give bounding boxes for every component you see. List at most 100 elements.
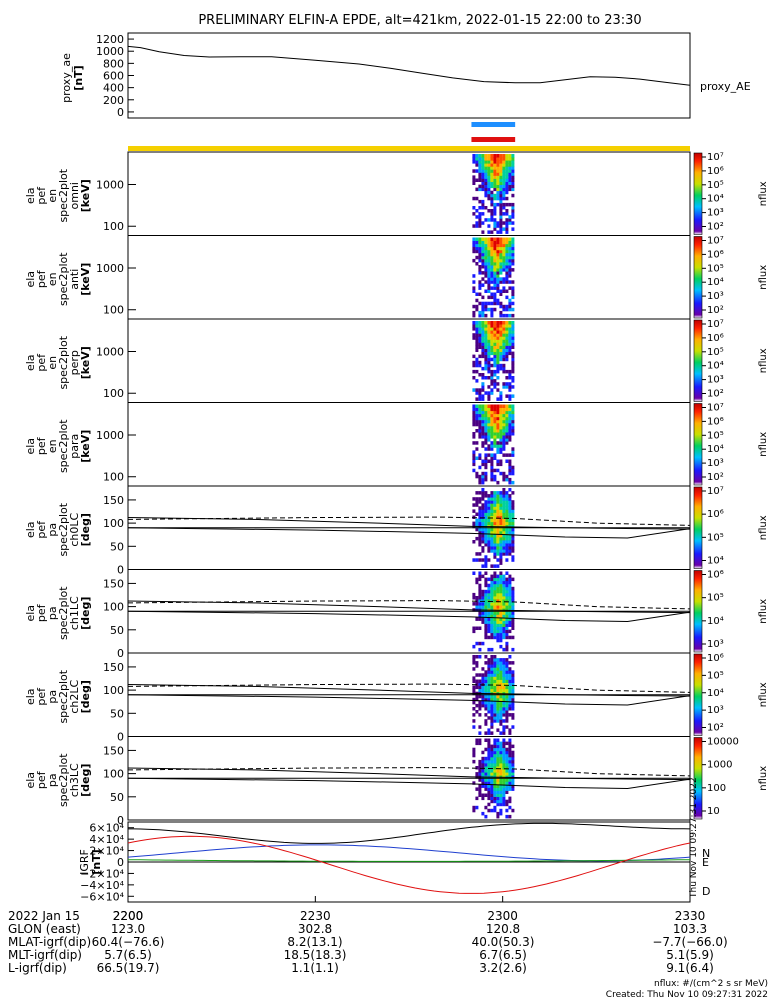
spectrogram-cell xyxy=(478,673,482,677)
spectrogram-cell xyxy=(481,685,485,690)
spectrogram-cell xyxy=(502,441,506,445)
spectrogram-cell xyxy=(493,688,497,693)
spectrogram-cell xyxy=(502,286,506,290)
spectrogram-cell xyxy=(481,419,485,424)
spectrogram-cell xyxy=(502,700,506,705)
spectrogram-cell xyxy=(478,432,482,436)
spectrogram-cell xyxy=(499,676,503,680)
spectrogram-cell xyxy=(496,491,500,495)
spectrogram-cell xyxy=(502,540,506,544)
spectrogram-cell xyxy=(484,206,488,210)
spectrogram-cell xyxy=(508,583,512,588)
spectrogram-cell xyxy=(493,599,497,603)
spectrogram-cell xyxy=(475,552,479,556)
spectrogram-cell xyxy=(493,345,497,349)
spectrogram-cell xyxy=(502,382,506,386)
spectrogram-cell xyxy=(499,679,503,683)
spectrogram-cell xyxy=(511,169,515,173)
igrf-tick-label: 6×10⁴ xyxy=(89,822,124,835)
spectrogram-cell xyxy=(478,605,482,609)
spectrogram-cell xyxy=(508,635,512,640)
spectrogram-cell xyxy=(511,157,515,161)
spectrogram-cell xyxy=(499,781,503,785)
spectrogram-cell xyxy=(481,354,485,359)
spectrogram-cell xyxy=(487,605,491,609)
spectrogram-cell xyxy=(475,447,479,451)
spectrogram-cell xyxy=(511,376,515,380)
spectrogram-cell xyxy=(496,277,500,281)
spectrogram-cell xyxy=(490,357,494,362)
spectrogram-cell xyxy=(496,224,500,228)
panel-ylabel-line: pa xyxy=(46,773,59,787)
ephem-label-0: 2022 Jan 15 xyxy=(8,909,80,923)
spectrogram-cell xyxy=(493,221,497,225)
spectrogram-cell xyxy=(475,243,479,248)
spectrogram-cell xyxy=(493,682,497,686)
spectrogram-cell xyxy=(508,394,512,398)
spectrogram-cell xyxy=(475,345,479,349)
spectrogram-cell xyxy=(484,184,488,189)
spectrogram-cell xyxy=(490,756,494,761)
spectrogram-cell xyxy=(487,249,491,254)
spectrogram-cell xyxy=(493,676,497,680)
spectrogram-cell xyxy=(508,265,512,269)
spectrogram-cell xyxy=(499,459,503,463)
spectrogram-cell xyxy=(508,814,512,819)
spectrogram-cell xyxy=(481,471,485,476)
spectrogram-cell xyxy=(502,688,506,693)
spectrogram-cell xyxy=(487,549,491,553)
spectrogram-cell xyxy=(505,394,509,398)
spectrogram-cell xyxy=(493,224,497,228)
spectrogram-cell xyxy=(496,750,500,755)
colorbar-tick-label: 10⁵ xyxy=(707,263,724,274)
spectrogram-cell xyxy=(490,750,494,755)
spectrogram-cell xyxy=(496,632,500,637)
spectrogram-cell xyxy=(505,571,509,575)
spectrogram-cell xyxy=(472,363,476,368)
pa-tick-label: 100 xyxy=(103,684,124,697)
spectrogram-cell xyxy=(502,512,506,516)
pa-tick-label: 100 xyxy=(103,601,124,614)
spectrogram-cell xyxy=(505,265,509,269)
spectrogram-cell xyxy=(511,753,515,758)
spectrogram-cell xyxy=(481,258,485,263)
spectrogram-cell xyxy=(511,206,515,210)
spectrogram-cell xyxy=(499,249,503,254)
spectrogram-cell xyxy=(505,474,509,479)
colorbar-tick-label: 10³ xyxy=(707,291,724,302)
spectrogram-cell xyxy=(508,172,512,176)
spectrogram-cell xyxy=(499,447,503,451)
spectrogram-cell xyxy=(496,376,500,380)
spectrogram-cell xyxy=(493,202,497,207)
colorbar-tick-label: 10⁵ xyxy=(707,670,724,681)
spectrogram-cell xyxy=(472,178,476,182)
spectrogram-cell xyxy=(490,327,494,331)
colorbar xyxy=(693,737,703,820)
spectrogram-cell xyxy=(484,491,488,495)
spectrogram-cell xyxy=(499,661,503,665)
spectrogram-cell xyxy=(496,298,500,303)
spectrogram-cell xyxy=(481,385,485,389)
spectrogram-cell xyxy=(505,166,509,170)
spectrogram-cell xyxy=(496,404,500,408)
spectrogram-cell xyxy=(493,255,497,260)
spectrogram-cell xyxy=(511,249,515,254)
spectrogram-cell xyxy=(487,237,491,241)
spectrogram-cell xyxy=(481,304,485,309)
spectrogram-cell xyxy=(496,703,500,708)
spectrogram-cell xyxy=(490,787,494,791)
spectrogram-cell xyxy=(493,330,497,334)
spectrogram-cell xyxy=(487,181,491,185)
pa-tick-label: 0 xyxy=(117,814,124,827)
spectrogram-cell xyxy=(502,620,506,624)
spectrogram-cell xyxy=(499,289,503,293)
spectrogram-cell xyxy=(496,447,500,451)
spectrogram-cell xyxy=(508,805,512,810)
spectrogram-cell xyxy=(481,206,485,210)
spectrogram-cell xyxy=(490,753,494,758)
spectrogram-cell xyxy=(490,766,494,770)
spectrogram-cell xyxy=(496,237,500,241)
spectrogram-cell xyxy=(505,713,509,717)
spectrogram-cell xyxy=(481,480,485,485)
spectrogram-cell xyxy=(490,292,494,296)
